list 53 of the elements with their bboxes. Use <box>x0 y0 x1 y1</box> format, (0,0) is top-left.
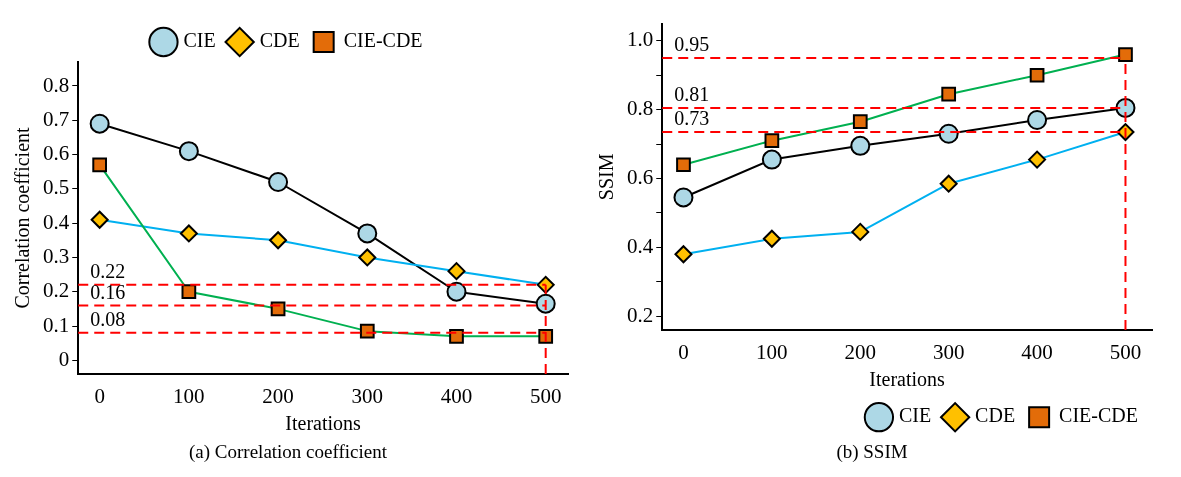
point <box>938 123 959 144</box>
legend-label: CIE-CDE <box>343 29 423 52</box>
x-tick-label: 200 <box>262 384 294 409</box>
y-tick-label: 0.4 <box>627 233 654 258</box>
point <box>268 172 289 192</box>
x-tick-label: 0 <box>94 384 105 409</box>
legend-label: CDE <box>975 404 1016 427</box>
point <box>89 113 110 134</box>
ref-line-label: 0.22 <box>90 260 126 283</box>
x-tick-label: 200 <box>844 340 877 365</box>
y-tick-label: 0.8 <box>627 96 654 121</box>
x-tick-label: 500 <box>1109 340 1142 365</box>
point <box>1027 110 1048 130</box>
x-tick-label: 400 <box>440 384 473 409</box>
legend-label: CIE-CDE <box>1059 404 1139 427</box>
legend-label: CIE <box>898 404 932 427</box>
y-tick-label: 1.0 <box>627 27 654 52</box>
x-tick-label: 300 <box>932 340 965 365</box>
x-tick-label: 500 <box>529 384 562 409</box>
point <box>850 135 871 156</box>
point <box>178 141 199 162</box>
x-axis-title: Iterations <box>869 368 946 391</box>
text: (a) Correlation coefficient <box>189 440 388 463</box>
y-tick-label: 0.5 <box>43 175 70 200</box>
y-tick-label: 0.6 <box>43 141 70 166</box>
x-tick-label: 100 <box>756 340 788 365</box>
point <box>446 281 467 302</box>
legend-label: CDE <box>259 29 300 52</box>
legend-label: CIE <box>183 29 216 52</box>
y-tick-label: 0.2 <box>627 302 654 327</box>
y-tick-label: 0.4 <box>43 209 70 234</box>
x-axis-title: Iterations <box>285 412 362 435</box>
y-tick-label: 0.8 <box>43 72 70 97</box>
text: (b) SSIM <box>836 440 908 463</box>
x-tick-label: 400 <box>1021 340 1053 365</box>
x-tick-label: 100 <box>173 384 205 409</box>
point <box>761 149 782 170</box>
point <box>673 187 694 208</box>
y-tick-label: 0.3 <box>43 243 70 268</box>
ref-line-label: 0.16 <box>90 280 126 303</box>
x-tick-label: 0 <box>678 340 689 365</box>
point <box>357 223 378 244</box>
y-tick-label: 0.2 <box>43 278 70 303</box>
ref-line-label: 0.73 <box>674 107 710 130</box>
ref-line-label: 0.81 <box>674 83 710 106</box>
y-axis-title: Correlation coefficient <box>11 126 34 309</box>
y-axis-title: SSIM <box>595 153 618 201</box>
y-tick-label: 0.1 <box>43 312 70 337</box>
y-tick-label: 0.6 <box>627 165 654 190</box>
ref-line-label: 0.95 <box>674 33 710 56</box>
x-tick-label: 300 <box>351 384 384 409</box>
ref-line-label: 0.08 <box>90 308 126 331</box>
y-tick-label: 0.7 <box>43 106 70 131</box>
